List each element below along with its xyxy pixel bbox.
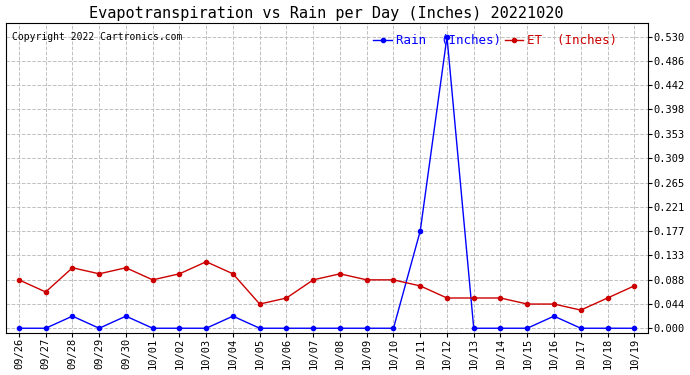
Text: Copyright 2022 Cartronics.com: Copyright 2022 Cartronics.com [12,32,182,42]
Legend: Rain  (Inches), ET  (Inches): Rain (Inches), ET (Inches) [368,29,622,52]
Title: Evapotranspiration vs Rain per Day (Inches) 20221020: Evapotranspiration vs Rain per Day (Inch… [89,6,564,21]
